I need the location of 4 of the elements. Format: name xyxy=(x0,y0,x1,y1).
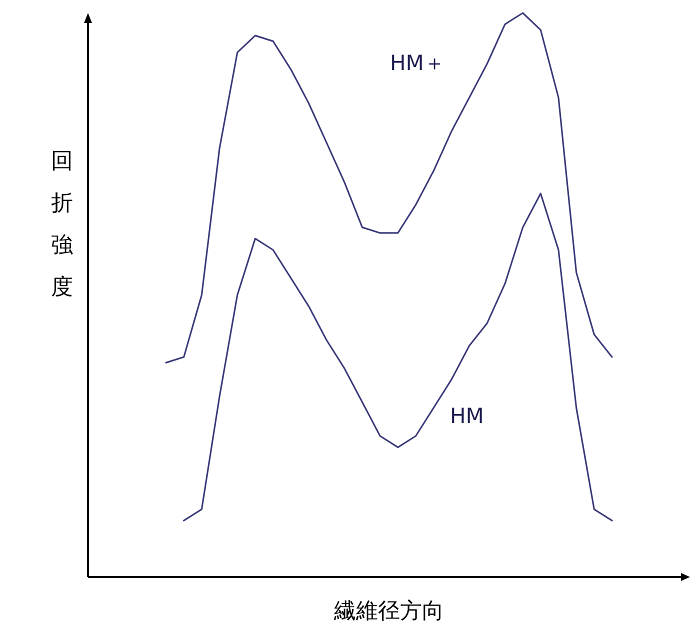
y-axis-title: 回折強度 xyxy=(51,149,73,300)
series-label: HM xyxy=(450,404,484,428)
series-label: HM＋ xyxy=(390,51,445,75)
x-axis-title: 繊維径方向 xyxy=(333,599,444,624)
